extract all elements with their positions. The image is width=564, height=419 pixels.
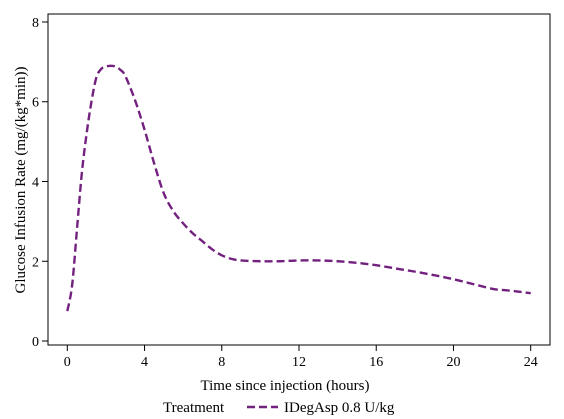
x-tick-label: 24 <box>524 355 538 370</box>
y-tick-label: 2 <box>32 255 39 270</box>
x-tick-label: 0 <box>64 355 71 370</box>
legend: Treatment IDegAsp 0.8 U/kg <box>163 400 395 416</box>
plot-frame <box>47 13 551 346</box>
x-axis: 0 4 8 12 16 20 24 <box>64 345 538 370</box>
y-axis: 0 2 4 6 8 <box>32 16 48 350</box>
x-axis-title: Time since injection (hours) <box>200 378 369 394</box>
legend-series-label: IDegAsp 0.8 U/kg <box>284 400 395 416</box>
y-tick-label: 8 <box>32 16 39 31</box>
y-axis-title: Glucose Infusion Rate (mg/(kg*min)) <box>13 66 29 293</box>
y-tick-label: 4 <box>32 175 39 190</box>
legend-title: Treatment <box>163 400 225 416</box>
series-line-idegasp <box>66 64 531 312</box>
x-tick-label: 12 <box>292 355 306 370</box>
y-tick-label: 0 <box>32 335 39 350</box>
y-tick-label: 6 <box>32 96 39 111</box>
x-tick-label: 16 <box>369 355 383 370</box>
x-tick-label: 4 <box>141 355 148 370</box>
x-tick-label: 8 <box>218 355 225 370</box>
x-tick-label: 20 <box>446 355 460 370</box>
